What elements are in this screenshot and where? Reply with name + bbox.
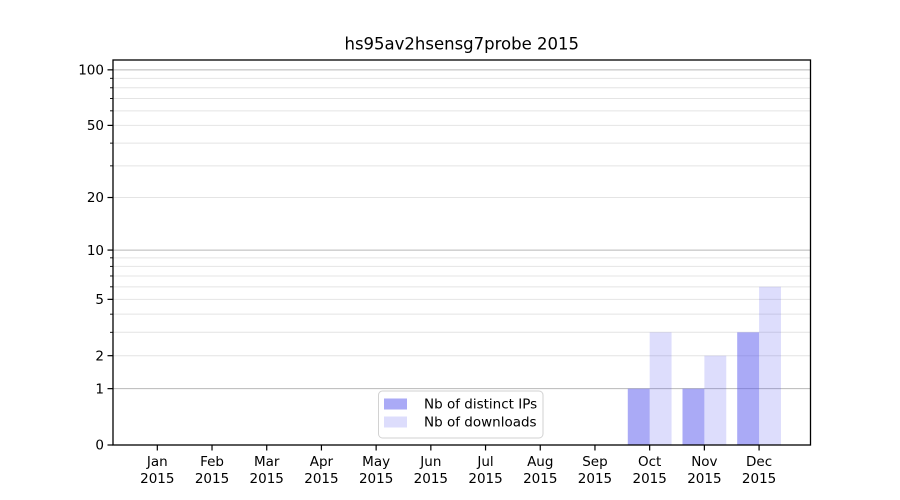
x-tick-label-month-aug: Aug [527,454,553,470]
legend-box [378,390,544,439]
y-tick-label-50: 50 [87,118,104,134]
x-tick-label-year-dec: 2015 [742,471,776,487]
x-tick-label-year-mar: 2015 [250,471,284,487]
gridlines-layer [113,69,811,390]
legend-swatch-downloads [384,416,407,428]
legend-swatch-distinct-ips [384,398,407,410]
y-tick-label-20: 20 [87,190,104,206]
y-tick-label-100: 100 [78,63,104,79]
bar-downloads-dec [759,286,781,445]
legend-label-downloads: Nb of downloads [424,415,537,431]
plot-border [112,59,812,446]
x-tick-label-year-nov: 2015 [687,471,721,487]
y-tick-label-0: 0 [95,438,104,454]
x-tick-label-month-oct: Oct [638,454,661,470]
x-tick-label-year-feb: 2015 [195,471,229,487]
x-tick-label-year-jul: 2015 [468,471,502,487]
x-tick-label-year-apr: 2015 [304,471,338,487]
x-tick-label-year-aug: 2015 [523,471,557,487]
x-tick-label-year-sep: 2015 [578,471,612,487]
y-tick-label-5: 5 [95,292,104,308]
legend: Nb of distinct IPs Nb of downloads [378,390,544,439]
y-tick-label-2: 2 [95,348,104,364]
bar-distinct-ips-nov [682,388,705,445]
x-tick-label-month-sep: Sep [582,454,607,470]
x-tick-label-year-may: 2015 [359,471,393,487]
x-tick-label-month-nov: Nov [691,454,717,470]
bar-downloads-oct [649,332,672,445]
x-tick-label-month-dec: Dec [746,454,772,470]
x-tick-label-month-mar: Mar [254,454,280,470]
x-tick-label-year-oct: 2015 [632,471,666,487]
axes-ticks-layer: 0125102050100Jan2015Feb2015Mar2015Apr201… [78,63,776,487]
bar-distinct-ips-dec [737,332,760,445]
x-tick-label-month-jan: Jan [146,454,168,470]
y-tick-label-1: 1 [95,381,104,397]
y-tick-label-10: 10 [87,243,104,259]
x-tick-label-month-feb: Feb [200,454,224,470]
x-tick-label-month-jul: Jul [476,454,493,470]
bars-layer [627,286,781,445]
x-tick-label-year-jan: 2015 [140,471,174,487]
x-tick-label-month-apr: Apr [310,454,334,470]
legend-label-distinct-ips: Nb of distinct IPs [424,397,537,413]
chart-title: hs95av2hsensg7probe 2015 [344,35,579,54]
bar-distinct-ips-oct [627,388,650,445]
x-tick-label-year-jun: 2015 [414,471,448,487]
x-tick-label-month-jun: Jun [419,454,441,470]
bar-downloads-nov [704,355,727,445]
x-tick-label-month-may: May [362,454,390,470]
